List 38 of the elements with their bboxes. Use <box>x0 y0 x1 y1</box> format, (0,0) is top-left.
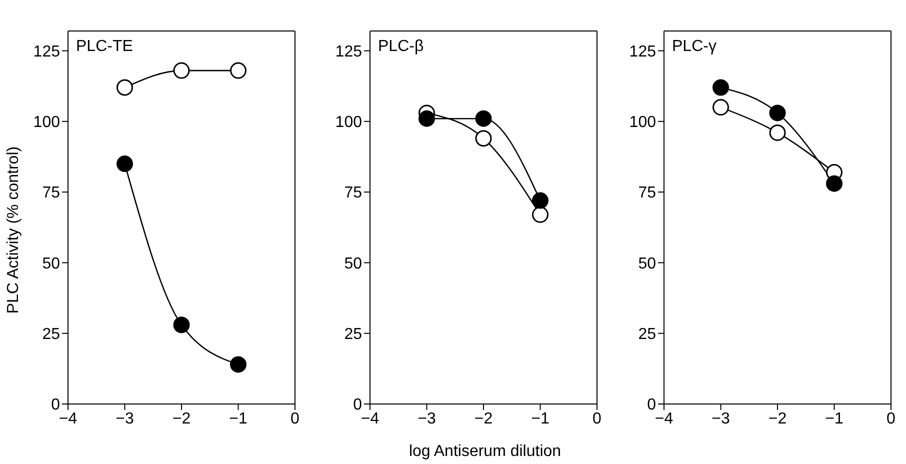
x-tick-label: −2 <box>768 410 787 428</box>
y-tick-label: 25 <box>344 326 362 344</box>
x-tick-label: −4 <box>360 410 380 428</box>
x-tick-label: 0 <box>592 410 602 428</box>
y-tick-label: 75 <box>42 184 60 202</box>
chart-title: PLC-TE <box>76 38 133 56</box>
y-tick-label: 100 <box>335 114 362 132</box>
chart-title: PLC-γ <box>672 38 716 56</box>
x-tick-label: 0 <box>886 410 896 428</box>
x-tick-label: −2 <box>474 410 493 428</box>
y-tick-label: 75 <box>344 184 362 202</box>
x-tick-label: −3 <box>712 410 730 428</box>
x-tick-label: 0 <box>290 410 300 428</box>
y-tick-label: 125 <box>629 43 656 60</box>
y-tick-label: 0 <box>647 396 656 414</box>
x-axis-title: log Antiserum dilution <box>408 443 562 461</box>
y-tick-label: 125 <box>33 43 60 60</box>
y-tick-label: 0 <box>353 396 362 414</box>
x-tick-label: −2 <box>172 410 191 428</box>
x-tick-label: −4 <box>58 410 78 428</box>
x-tick-label: −3 <box>116 410 134 428</box>
x-tick-label: −3 <box>418 410 436 428</box>
x-tick-label: −1 <box>229 410 248 428</box>
chart-title: PLC-β <box>378 38 424 56</box>
y-tick-label: 50 <box>42 255 60 272</box>
y-tick-label: 0 <box>51 396 60 414</box>
y-tick-label: 50 <box>344 255 362 272</box>
y-tick-label: 25 <box>42 326 60 344</box>
y-tick-label: 75 <box>638 184 656 202</box>
x-tick-label: −1 <box>825 410 844 428</box>
y-axis-title: PLC Activity (% control) <box>5 146 23 314</box>
x-tick-label: −1 <box>531 410 550 428</box>
y-tick-label: 50 <box>638 255 656 272</box>
x-tick-label: −4 <box>654 410 674 428</box>
y-tick-label: 100 <box>33 114 60 132</box>
y-tick-label: 125 <box>335 43 362 60</box>
y-tick-label: 25 <box>638 326 656 344</box>
y-tick-label: 100 <box>629 114 656 132</box>
